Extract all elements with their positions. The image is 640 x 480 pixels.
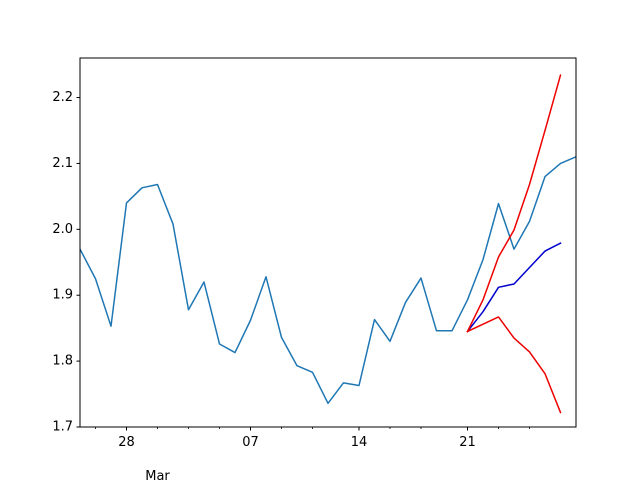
series-line-1: [80, 156, 576, 405]
x-month-label: Mar: [145, 469, 170, 480]
y-tick-label: 1.8: [52, 354, 73, 369]
y-tick-label: 1.7: [52, 420, 73, 435]
plot-area-background: [80, 58, 576, 427]
y-tick-label: 2.1: [52, 156, 73, 171]
plot-frame: [79, 57, 577, 428]
x-tick-label: 07: [242, 435, 259, 450]
series-line-3: [466, 74, 562, 333]
x-tick-label: 14: [351, 435, 368, 450]
series-layer: [80, 74, 576, 414]
series-line-4: [466, 316, 562, 414]
y-tick-label: 1.9: [52, 288, 73, 303]
y-axis: 1.7 1.8 1.9 2.0 2.1 2.2: [52, 90, 80, 435]
x-axis: 28 07 14 21 Mar: [95, 427, 530, 480]
y-tick-label: 2.2: [52, 90, 73, 105]
series-line-2: [466, 242, 562, 333]
y-tick-label: 2.0: [52, 222, 73, 237]
x-tick-label: 21: [459, 435, 476, 450]
x-tick-label: 28: [118, 435, 135, 450]
